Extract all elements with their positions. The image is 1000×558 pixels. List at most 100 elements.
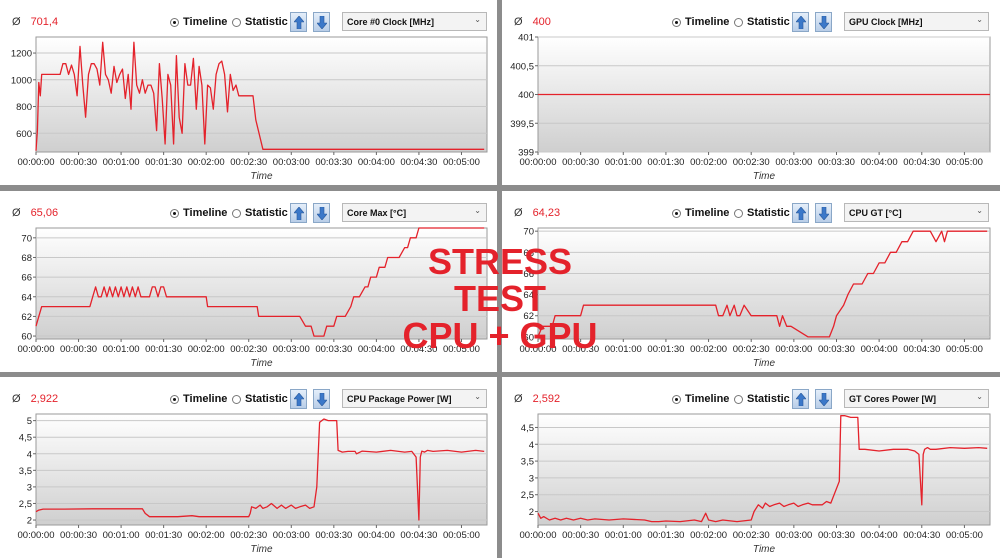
timeline-radio[interactable]: Timeline bbox=[672, 16, 729, 28]
x-tick-label: 00:01:30 bbox=[647, 157, 684, 168]
statistic-radio[interactable]: Statistic bbox=[734, 207, 790, 219]
y-tick-label: 1000 bbox=[11, 75, 32, 86]
move-down-button[interactable] bbox=[815, 12, 832, 32]
move-down-button[interactable] bbox=[313, 389, 330, 409]
statistic-radio[interactable]: Statistic bbox=[232, 393, 288, 405]
sensor-select[interactable]: CPU Package Power [W] ⌄ bbox=[342, 389, 487, 408]
statistic-radio[interactable]: Statistic bbox=[734, 393, 790, 405]
x-tick-label: 00:04:00 bbox=[358, 157, 395, 168]
x-tick-label: 00:00:30 bbox=[562, 530, 599, 541]
average-symbol: Ø bbox=[514, 16, 523, 28]
x-tick-label: 00:03:00 bbox=[273, 344, 310, 355]
y-tick-label: 4,5 bbox=[19, 433, 32, 444]
move-up-button[interactable] bbox=[792, 12, 809, 32]
overlay-line-1: STRESS TEST bbox=[427, 241, 573, 319]
y-tick-label: 1200 bbox=[11, 49, 32, 60]
series-line bbox=[35, 227, 485, 337]
x-tick-label: 00:02:00 bbox=[690, 344, 727, 355]
sensor-select[interactable]: CPU GT [°C] ⌄ bbox=[844, 203, 989, 222]
x-tick-label: 00:04:30 bbox=[903, 530, 940, 541]
x-tick-label: 00:01:30 bbox=[647, 530, 684, 541]
x-tick-label: 00:00:30 bbox=[562, 157, 599, 168]
move-up-button[interactable] bbox=[290, 389, 307, 409]
arrow-up-icon bbox=[796, 16, 806, 29]
line-chart: 2 2,5 3 3,5 4 4,5 00:00:00 00:00:30 00:01:00 00:0… bbox=[520, 413, 991, 555]
chevron-down-icon: ⌄ bbox=[976, 392, 983, 401]
x-tick-label: 00:00:30 bbox=[60, 157, 97, 168]
move-up-button[interactable] bbox=[792, 389, 809, 409]
arrow-down-icon bbox=[819, 393, 829, 406]
panel-core-clock: Ø 701,4 Timeline Statistic Core #0 Clock [MH… bbox=[0, 0, 497, 185]
arrow-up-icon bbox=[796, 207, 806, 220]
x-tick-label: 00:00:00 bbox=[18, 157, 55, 168]
average-value: 2,922 bbox=[30, 393, 59, 405]
series-line bbox=[537, 230, 988, 338]
x-tick-label: 00:05:00 bbox=[443, 344, 480, 355]
x-tick-label: 00:01:00 bbox=[103, 157, 140, 168]
radio-unselected-indicator bbox=[734, 394, 743, 404]
radio-selected-indicator bbox=[672, 17, 681, 27]
average-readout: Ø 64,23 bbox=[514, 207, 560, 219]
x-tick-label: 00:03:00 bbox=[775, 157, 812, 168]
move-down-button[interactable] bbox=[815, 203, 832, 223]
average-readout: Ø 400 bbox=[514, 16, 551, 28]
y-tick-label: 600 bbox=[16, 129, 32, 140]
x-tick-label: 00:02:00 bbox=[188, 157, 225, 168]
x-tick-label: 00:04:00 bbox=[861, 530, 898, 541]
y-tick-label: 800 bbox=[16, 102, 32, 113]
move-down-button[interactable] bbox=[313, 203, 330, 223]
timeline-radio[interactable]: Timeline bbox=[672, 207, 729, 219]
sensor-select-value: Core Max [°C] bbox=[347, 208, 407, 218]
y-tick-label: 66 bbox=[21, 273, 32, 284]
move-up-button[interactable] bbox=[290, 203, 307, 223]
average-symbol: Ø bbox=[12, 207, 21, 219]
overlay-line-2: CPU + GPU bbox=[402, 315, 598, 356]
move-down-button[interactable] bbox=[815, 389, 832, 409]
arrow-down-icon bbox=[819, 16, 829, 29]
x-tick-label: 00:04:00 bbox=[358, 344, 395, 355]
x-tick-label: 00:01:30 bbox=[145, 157, 182, 168]
x-tick-label: 00:04:00 bbox=[358, 530, 395, 541]
chevron-down-icon: ⌄ bbox=[474, 15, 481, 24]
plot-area bbox=[537, 227, 991, 340]
panel-cpu-gt: Ø 64,23 Timeline Statistic CPU GT [°C] ⌄ 60 62 6… bbox=[502, 191, 1000, 372]
x-tick-label: 00:02:30 bbox=[733, 157, 770, 168]
y-tick-label: 399 bbox=[518, 148, 534, 159]
move-up-button[interactable] bbox=[792, 203, 809, 223]
statistic-radio[interactable]: Statistic bbox=[232, 16, 288, 28]
sensor-select[interactable]: GPU Clock [MHz] ⌄ bbox=[844, 12, 989, 31]
x-tick-label: 00:01:00 bbox=[103, 344, 140, 355]
x-tick-label: 00:03:00 bbox=[775, 344, 812, 355]
x-tick-label: 00:01:00 bbox=[605, 530, 642, 541]
statistic-label: Statistic bbox=[245, 16, 288, 28]
timeline-radio[interactable]: Timeline bbox=[170, 207, 227, 219]
y-tick-label: 62 bbox=[523, 311, 534, 322]
chevron-down-icon: ⌄ bbox=[474, 206, 481, 215]
x-tick-label: 00:04:00 bbox=[861, 344, 898, 355]
y-tick-label: 3,5 bbox=[19, 466, 32, 477]
arrow-down-icon bbox=[317, 393, 327, 406]
move-down-button[interactable] bbox=[313, 12, 330, 32]
radio-unselected-indicator bbox=[232, 17, 241, 27]
average-value: 64,23 bbox=[532, 207, 561, 219]
timeline-radio[interactable]: Timeline bbox=[672, 393, 729, 405]
line-chart: 399 399,5 400 400,5 401 00:00:00 00:00:30 00:01… bbox=[510, 33, 991, 182]
x-tick-label: 00:05:00 bbox=[946, 344, 983, 355]
series-line bbox=[35, 418, 485, 521]
sensor-select[interactable]: Core Max [°C] ⌄ bbox=[342, 203, 487, 222]
x-tick-label: 00:03:30 bbox=[818, 530, 855, 541]
move-up-button[interactable] bbox=[290, 12, 307, 32]
x-tick-label: 00:00:00 bbox=[18, 344, 55, 355]
sensor-select[interactable]: GT Cores Power [W] ⌄ bbox=[844, 389, 989, 408]
sensor-select-value: CPU Package Power [W] bbox=[347, 394, 452, 404]
timeline-radio[interactable]: Timeline bbox=[170, 393, 227, 405]
x-axis-title: Time bbox=[753, 171, 776, 182]
y-tick-label: 3,5 bbox=[521, 457, 534, 468]
statistic-radio[interactable]: Statistic bbox=[232, 207, 288, 219]
x-tick-label: 00:03:30 bbox=[315, 157, 352, 168]
x-axis-title: Time bbox=[250, 544, 273, 555]
y-tick-label: 2 bbox=[27, 516, 32, 527]
statistic-radio[interactable]: Statistic bbox=[734, 16, 790, 28]
timeline-radio[interactable]: Timeline bbox=[170, 16, 227, 28]
sensor-select[interactable]: Core #0 Clock [MHz] ⌄ bbox=[342, 12, 487, 31]
